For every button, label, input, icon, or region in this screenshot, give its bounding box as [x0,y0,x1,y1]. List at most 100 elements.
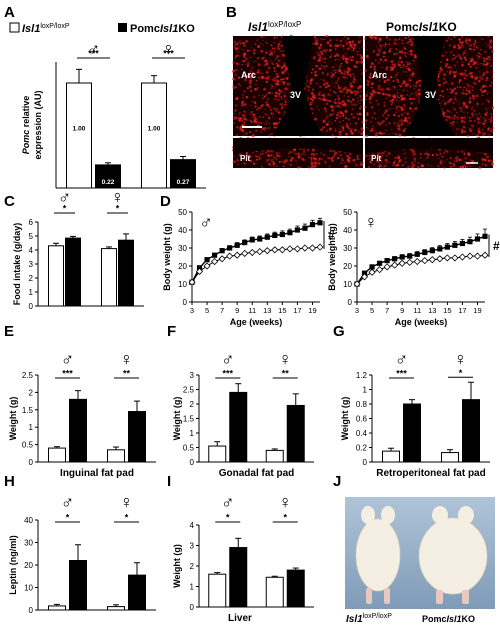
signal-speck [325,117,328,120]
signal-speck [368,95,372,98]
signal-speck [265,103,269,107]
x-axis-label: Inguinal fat pad [60,468,134,479]
signal-speck [388,88,391,91]
signal-speck [446,58,449,62]
signal-speck [373,130,375,132]
signal-speck [490,117,493,119]
signal-speck [452,54,455,57]
signal-speck [330,105,334,109]
signal-speck [237,164,239,166]
signal-speck [370,161,373,164]
signal-speck [338,69,342,73]
signal-speck [250,110,254,114]
female-symbol-icon: ♀ [120,492,134,512]
signal-speck [234,86,238,89]
signal-speck [288,163,290,165]
signal-speck [251,100,253,103]
signal-speck [382,132,386,135]
signal-speck [327,156,330,159]
signal-speck [478,121,481,124]
signal-speck [407,40,410,44]
signal-speck [453,108,457,111]
signal-speck [410,74,413,77]
signal-speck [413,87,416,90]
signal-speck [451,123,454,126]
signal-speck [334,81,338,85]
signal-speck [461,35,464,38]
panel-letter-b: B [226,4,237,21]
signal-speck [368,154,371,157]
signal-speck [406,93,408,96]
signal-speck [258,121,261,124]
signal-speck [280,44,283,47]
data-point-control [391,261,399,269]
signal-speck [315,40,319,43]
signal-speck [389,99,392,102]
signal-speck [243,118,246,121]
bar-knockout-female [118,239,134,307]
signal-speck [415,94,418,97]
signal-speck [313,117,317,121]
signal-speck [323,99,326,101]
signal-speck [333,69,335,72]
y-tick-label: 4 [29,246,34,255]
signal-speck [484,119,487,122]
signal-speck [466,89,468,92]
signal-speck [457,118,459,121]
signal-speck [485,42,487,45]
data-point-control [473,252,482,260]
signal-speck [406,62,409,64]
signal-speck [249,104,252,107]
legend-ko-swatch [118,23,127,32]
signal-speck [236,50,240,53]
panel-letter-h: H [4,473,15,490]
signal-speck [388,133,391,136]
signal-speck [389,75,393,79]
signal-speck [361,45,364,49]
signal-speck [357,61,360,64]
signal-speck [322,154,325,157]
signal-speck [369,97,371,100]
signal-speck [393,124,395,126]
signal-speck [484,154,487,156]
signal-speck [396,121,400,125]
data-point-knockout [242,240,248,246]
signal-speck [315,42,318,45]
signal-speck [394,133,398,136]
signal-speck [329,44,333,47]
signal-speck [235,62,238,65]
signal-speck [407,35,410,38]
signal-speck [440,152,442,155]
signal-speck [336,113,339,117]
signal-speck [439,159,443,162]
bar-value-label: 0.22 [102,179,115,186]
signal-speck [385,96,388,99]
signal-speck [463,130,467,133]
signal-speck [310,158,313,162]
signal-speck [267,117,271,120]
signal-speck [441,90,444,93]
signal-speck [329,56,332,59]
signal-speck [489,39,493,43]
signal-speck [484,113,487,116]
signal-speck [458,127,461,129]
signal-speck [441,108,443,110]
signal-speck [463,121,466,123]
signal-speck [486,99,490,102]
signal-speck [369,72,372,75]
signal-speck [485,79,488,82]
signal-speck [309,97,313,101]
signal-speck [340,70,342,72]
signal-speck [386,66,389,69]
signal-speck [458,45,462,49]
signal-speck [242,94,244,96]
data-point-knockout [196,265,203,271]
signal-speck [340,125,343,128]
signal-speck [272,156,276,159]
signal-speck [238,83,241,86]
signal-speck [388,108,391,110]
signal-speck [339,121,341,123]
bar-value-label: 1.00 [148,125,161,132]
signal-speck [365,127,368,129]
